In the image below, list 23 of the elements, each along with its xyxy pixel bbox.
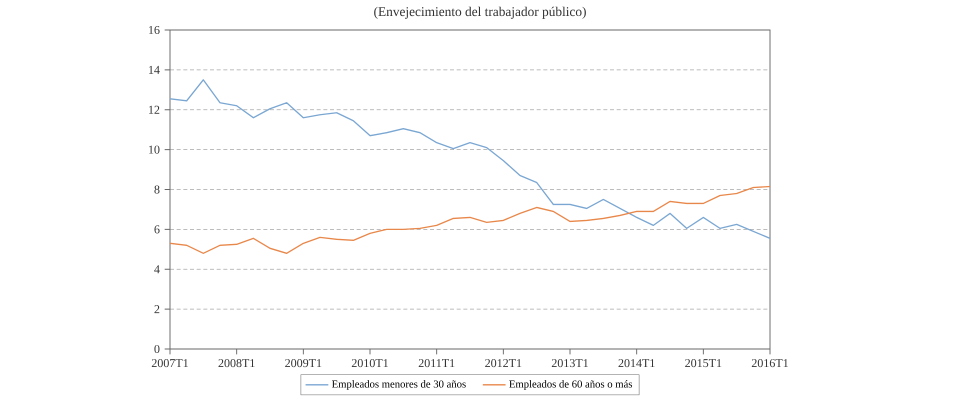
legend-label: Empleados de 60 años o más <box>509 380 632 390</box>
x-tick-label: 2015T1 <box>685 359 722 368</box>
x-tick-label: 2008T1 <box>218 359 255 368</box>
x-tick-label: 2012T1 <box>485 359 522 368</box>
x-tick-label: 2016T1 <box>752 359 788 368</box>
y-tick-label: 4 <box>154 265 160 274</box>
x-tick-label: 2007T1 <box>152 359 188 368</box>
y-tick-label: 0 <box>154 344 160 354</box>
y-tick-label: 6 <box>154 225 160 234</box>
chart-title: (Envejecimiento del trabajador público) <box>374 6 586 19</box>
y-tick-label: 16 <box>149 26 160 34</box>
x-tick-label: 2014T1 <box>618 359 655 368</box>
legend-label: Empleados menores de 30 años <box>332 380 466 390</box>
y-tick-label: 10 <box>149 146 160 154</box>
x-tick-label: 2009T1 <box>285 359 322 368</box>
x-tick-label: 2013T1 <box>552 359 588 368</box>
y-tick-label: 14 <box>149 66 160 74</box>
x-tick-label: 2010T1 <box>352 359 388 368</box>
y-tick-label: 12 <box>149 106 160 114</box>
y-tick-label: 8 <box>154 185 160 194</box>
y-tick-label: 2 <box>154 305 160 314</box>
x-tick-label: 2011T1 <box>418 359 454 368</box>
line-series <box>170 186 770 254</box>
